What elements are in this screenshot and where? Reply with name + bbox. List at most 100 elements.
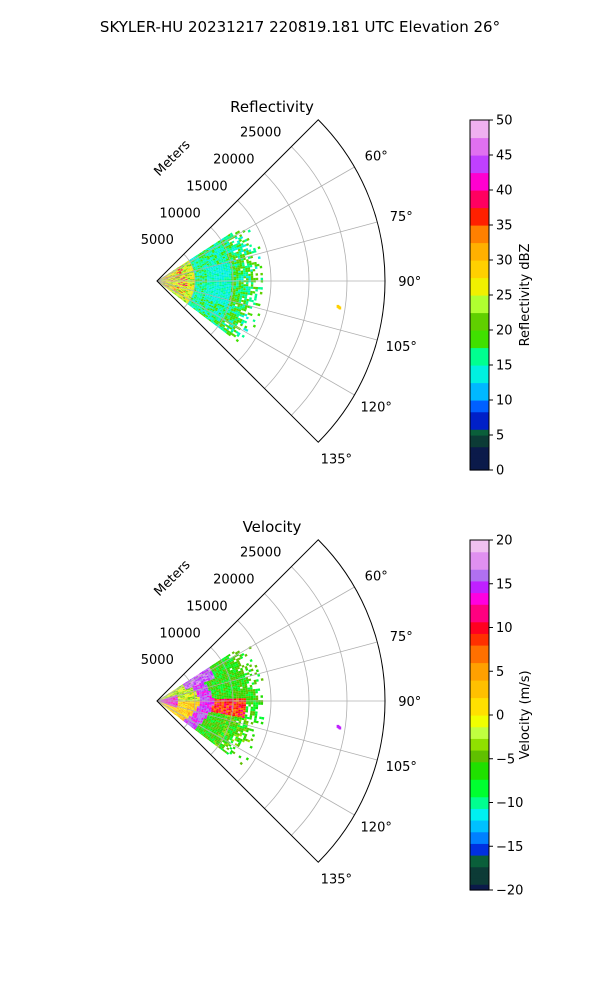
radar-cell xyxy=(227,686,231,689)
radar-cell xyxy=(199,277,203,279)
radar-cell xyxy=(243,708,246,711)
radar-cell xyxy=(209,296,213,299)
radar-cell xyxy=(182,695,185,697)
radar-cell xyxy=(205,248,208,251)
radar-cell xyxy=(199,721,203,724)
radar-cell xyxy=(169,693,172,695)
colorbar-swatch xyxy=(470,580,489,588)
radar-cell xyxy=(162,697,166,699)
radar-cell xyxy=(194,679,198,681)
radar-cell xyxy=(252,324,256,328)
radar-cell xyxy=(236,702,239,704)
radar-cell xyxy=(190,268,194,271)
radar-cell xyxy=(244,320,248,324)
radar-cell xyxy=(199,694,202,696)
radar-cell xyxy=(180,281,183,283)
radar-cell xyxy=(197,686,201,689)
radar-cell xyxy=(182,698,186,700)
radar-cell xyxy=(183,709,187,711)
radar-cell xyxy=(214,276,217,278)
reflectivity-panel: Reflectivity60°75°90°105°120°135°5000100… xyxy=(141,98,533,479)
radar-cell xyxy=(248,288,251,291)
radar-cell xyxy=(193,297,197,300)
radar-cell xyxy=(193,298,196,301)
radar-cell xyxy=(179,705,183,707)
radar-cell xyxy=(163,279,166,280)
radar-cell xyxy=(255,289,258,292)
radar-cell xyxy=(234,236,238,240)
range-tick-label: 5000 xyxy=(141,653,174,668)
colorbar-swatch xyxy=(470,289,489,296)
radar-cell xyxy=(223,289,227,292)
radar-cell xyxy=(197,309,201,312)
radar-cell xyxy=(199,692,202,694)
radar-cell xyxy=(209,302,213,305)
radar-cell xyxy=(235,687,238,690)
radar-cell xyxy=(214,254,217,258)
radar-cell xyxy=(177,716,180,719)
radar-cell xyxy=(214,287,217,289)
radar-cell xyxy=(185,297,188,300)
radar-cell xyxy=(244,685,248,689)
radar-cell xyxy=(183,691,187,693)
radar-cell xyxy=(186,265,190,267)
radar-cell xyxy=(238,239,242,242)
radar-cell xyxy=(214,704,217,706)
radar-cell xyxy=(221,306,224,309)
radar-cell xyxy=(173,702,176,703)
radar-cell xyxy=(242,264,245,267)
radar-cell xyxy=(175,281,178,283)
colorbar-swatch xyxy=(470,160,489,168)
radar-cell xyxy=(166,274,170,276)
radar-cell xyxy=(164,705,167,708)
radar-cell xyxy=(204,685,208,688)
radar-cell xyxy=(248,299,252,302)
colorbar-swatch xyxy=(470,306,489,314)
radar-cell xyxy=(221,726,224,729)
radar-cell xyxy=(194,715,198,717)
radar-cell xyxy=(190,699,193,701)
radar-cell xyxy=(170,698,173,699)
radar-cell xyxy=(232,248,236,252)
radar-cell xyxy=(207,284,210,286)
radar-cell xyxy=(205,291,209,294)
radar-cell xyxy=(187,278,191,280)
radar-cell xyxy=(164,706,167,708)
radar-cell xyxy=(172,695,175,697)
radar-cell xyxy=(236,732,240,736)
radar-cell xyxy=(177,702,181,703)
radar-cell xyxy=(229,737,233,741)
radar-cell xyxy=(172,694,175,696)
radar-cell xyxy=(194,704,198,706)
radar-cell xyxy=(180,279,183,280)
radar-cell xyxy=(202,704,205,706)
plot-spine xyxy=(156,539,386,863)
colorbar-swatch xyxy=(470,411,489,419)
radar-cell xyxy=(243,286,246,289)
radar-cell xyxy=(244,681,247,685)
radar-cell xyxy=(189,705,193,707)
radar-cell xyxy=(163,282,166,283)
radar-cell xyxy=(250,271,254,274)
radar-cell xyxy=(185,301,188,304)
radar-cell xyxy=(191,258,194,261)
radar-cell xyxy=(189,707,192,709)
radar-cell xyxy=(216,306,219,309)
azimuth-tick-label: 90° xyxy=(398,275,421,290)
radar-cell xyxy=(240,287,244,291)
radar-cell xyxy=(168,282,171,283)
radar-cell xyxy=(226,272,229,275)
radar-cell xyxy=(175,290,178,292)
radar-cell xyxy=(226,331,230,335)
radar-cell xyxy=(241,244,245,248)
radar-cell xyxy=(184,705,188,707)
radar-cell xyxy=(185,702,188,704)
radar-cell xyxy=(184,691,187,694)
radar-cell xyxy=(201,256,205,259)
radar-cell xyxy=(224,675,228,678)
radar-cell xyxy=(204,703,208,706)
radar-cell xyxy=(185,284,188,285)
radar-cell xyxy=(197,276,200,278)
radar-cell xyxy=(217,258,221,261)
